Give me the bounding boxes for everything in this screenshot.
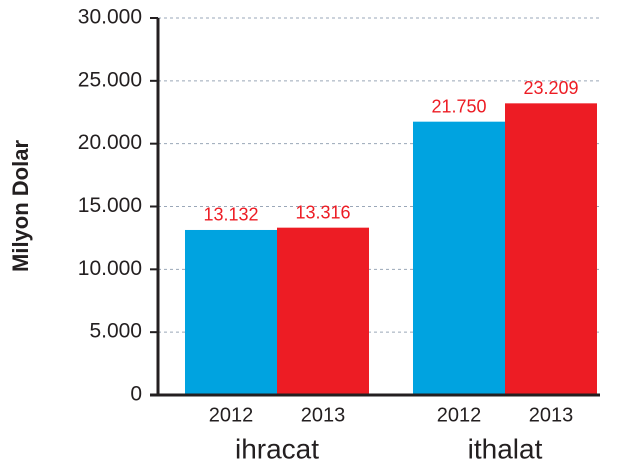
- y-tick-label: 30.000: [78, 6, 142, 29]
- series-label: 2013: [301, 404, 346, 426]
- series-label: 2012: [209, 404, 254, 426]
- value-label: 13.132: [203, 205, 258, 225]
- y-tick-label: 5.000: [89, 320, 142, 343]
- value-label: 21.750: [431, 96, 486, 116]
- bar: [185, 229, 277, 395]
- bar: [277, 227, 369, 395]
- bar: [413, 121, 505, 396]
- y-tick-label: 15.000: [78, 194, 142, 217]
- value-label: 23.209: [523, 78, 578, 98]
- series-label: 2013: [529, 404, 574, 426]
- value-label: 13.316: [295, 202, 350, 222]
- y-tick-label: 25.000: [78, 68, 142, 91]
- category-label: ithalat: [468, 433, 543, 464]
- series-label: 2012: [437, 404, 482, 426]
- y-tick-label: 10.000: [78, 257, 142, 280]
- y-tick-label: 0: [130, 383, 142, 406]
- y-axis-label: Milyon Dolar: [8, 140, 33, 272]
- category-label: ihracat: [235, 433, 319, 464]
- y-tick-label: 20.000: [78, 131, 142, 154]
- bar: [505, 103, 597, 395]
